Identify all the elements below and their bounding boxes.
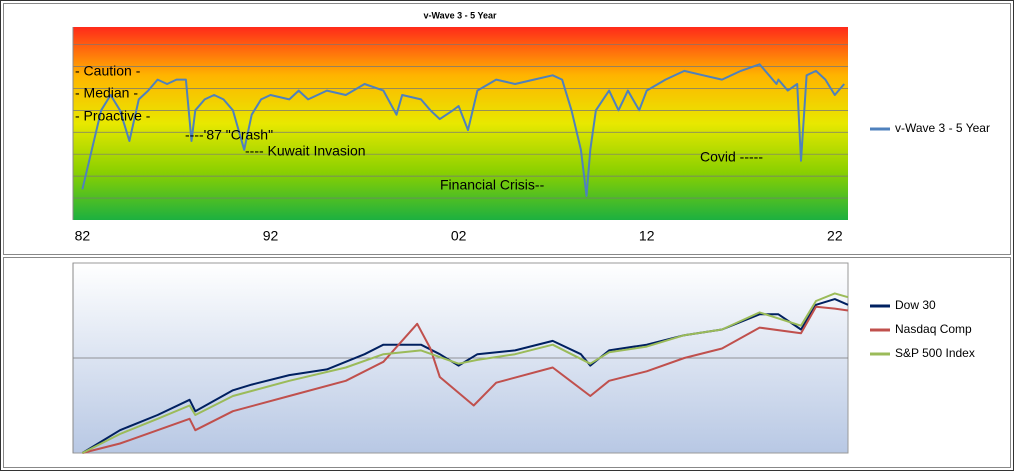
series-line (82, 305, 849, 454)
x-tick-label: 22 (827, 228, 843, 244)
annotation: Covid ----- (700, 149, 763, 165)
panel-top (3, 3, 1011, 255)
chart-title: v-Wave 3 - 5 Year (423, 10, 497, 20)
annotation: - Median - (75, 85, 138, 101)
legend-label: S&P 500 Index (895, 346, 975, 360)
series-line (81, 292, 849, 454)
plot-top (73, 27, 848, 220)
annotation: - Proactive - (75, 108, 151, 124)
annotation: ----'87 "Crash" (185, 127, 273, 143)
legend-label: v-Wave 3 - 5 Year (895, 121, 990, 135)
series-line (81, 63, 845, 197)
x-tick-label: 02 (451, 228, 467, 244)
annotation: - Caution - (75, 63, 141, 79)
annotation: ---- Kuwait Invasion (245, 143, 366, 159)
x-tick-label: 12 (639, 228, 655, 244)
annotation: Financial Crisis-- (440, 177, 545, 193)
x-tick-label: 92 (263, 228, 279, 244)
x-tick-label: 82 (75, 228, 91, 244)
legend-label: Dow 30 (895, 298, 936, 312)
legend-label: Nasdaq Comp (895, 322, 972, 336)
panel-bottom (3, 257, 1011, 468)
